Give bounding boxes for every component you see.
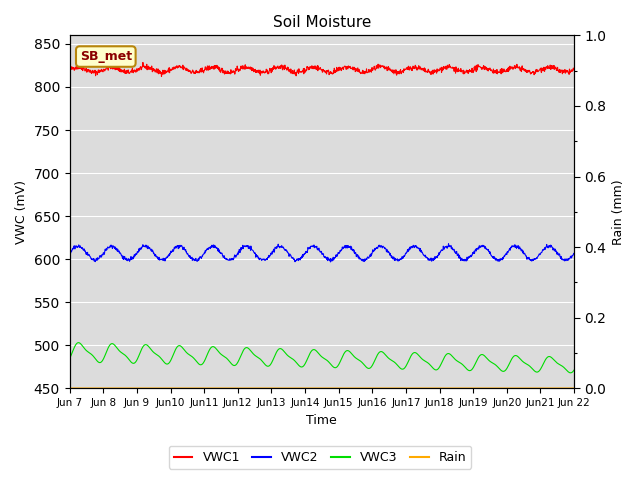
- X-axis label: Time: Time: [307, 414, 337, 427]
- Rain: [510, 385, 518, 391]
- Rain: [178, 385, 186, 391]
- VWC1: [570, 66, 578, 72]
- Rain: [466, 385, 474, 391]
- VWC2: [400, 252, 408, 258]
- VWC1: [157, 73, 165, 79]
- Rain: [234, 385, 242, 391]
- VWC1: [66, 66, 74, 72]
- VWC3: [570, 367, 578, 373]
- Y-axis label: VWC (mV): VWC (mV): [15, 180, 28, 244]
- Legend: VWC1, VWC2, VWC3, Rain: VWC1, VWC2, VWC3, Rain: [169, 446, 471, 469]
- VWC2: [445, 241, 452, 247]
- Rain: [400, 385, 408, 391]
- VWC2: [178, 243, 186, 249]
- Rain: [570, 385, 578, 391]
- VWC3: [400, 366, 408, 372]
- VWC1: [166, 66, 174, 72]
- VWC2: [467, 253, 474, 259]
- VWC3: [66, 356, 74, 361]
- VWC1: [467, 68, 474, 74]
- VWC2: [66, 250, 74, 255]
- Line: VWC2: VWC2: [70, 244, 574, 262]
- Line: VWC1: VWC1: [70, 62, 574, 76]
- VWC1: [235, 66, 243, 72]
- Line: VWC3: VWC3: [70, 343, 574, 373]
- VWC3: [511, 353, 518, 359]
- VWC3: [75, 340, 83, 346]
- VWC1: [511, 63, 518, 69]
- VWC1: [401, 66, 408, 72]
- Rain: [166, 385, 173, 391]
- Rain: [66, 385, 74, 391]
- VWC3: [166, 359, 173, 365]
- Title: Soil Moisture: Soil Moisture: [273, 15, 371, 30]
- VWC2: [166, 251, 173, 256]
- VWC2: [326, 259, 334, 265]
- VWC3: [179, 345, 186, 350]
- VWC1: [139, 60, 147, 65]
- Text: SB_met: SB_met: [80, 50, 132, 63]
- Y-axis label: Rain (mm): Rain (mm): [612, 179, 625, 245]
- VWC3: [466, 368, 474, 373]
- VWC2: [570, 251, 578, 256]
- VWC2: [511, 244, 518, 250]
- VWC2: [234, 249, 242, 255]
- VWC3: [235, 358, 243, 364]
- VWC1: [179, 66, 186, 72]
- VWC3: [566, 370, 574, 376]
